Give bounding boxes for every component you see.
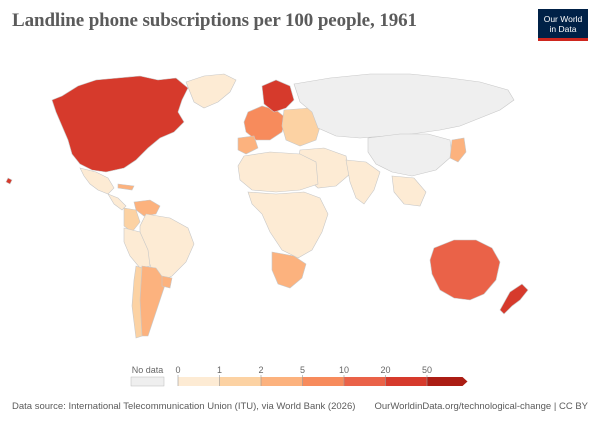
region-greenland[interactable] [185, 73, 237, 109]
logo-line-2: in Data [549, 24, 577, 34]
region-central-america[interactable] [107, 193, 127, 211]
data-source: Data source: International Telecommunica… [12, 401, 356, 412]
region-china[interactable] [367, 133, 453, 177]
region-japan[interactable] [449, 137, 467, 163]
map-title: Landline phone subscriptions per 100 peo… [12, 10, 417, 31]
region-north-america[interactable] [51, 75, 189, 173]
region-chile[interactable] [131, 265, 143, 339]
region-colombia[interactable] [123, 207, 141, 233]
region-russia-and-central-asia[interactable] [293, 73, 515, 139]
region-southeast-asia[interactable] [391, 175, 427, 207]
region-south-asia[interactable] [345, 159, 381, 205]
owid-logo[interactable]: Our World in Data [538, 9, 588, 41]
region-north-africa[interactable] [237, 151, 319, 193]
credit-link[interactable]: OurWorldinData.org/technological-change … [374, 401, 588, 412]
region-mexico[interactable] [79, 167, 115, 195]
region-western-europe[interactable] [243, 105, 287, 141]
region-uruguay[interactable] [161, 275, 173, 289]
region-new-zealand[interactable] [499, 283, 529, 315]
region-cuba[interactable] [117, 183, 135, 191]
region-australia[interactable] [429, 239, 501, 301]
region-south-africa[interactable] [271, 251, 307, 289]
map-regions [5, 73, 529, 339]
region-iberia[interactable] [237, 135, 259, 155]
region-scandinavia[interactable] [261, 79, 295, 113]
region-hawaii[interactable] [5, 177, 13, 185]
logo-line-1: Our World [543, 14, 583, 24]
region-venezuela[interactable] [133, 199, 161, 217]
region-sub-saharan-africa[interactable] [247, 191, 329, 259]
